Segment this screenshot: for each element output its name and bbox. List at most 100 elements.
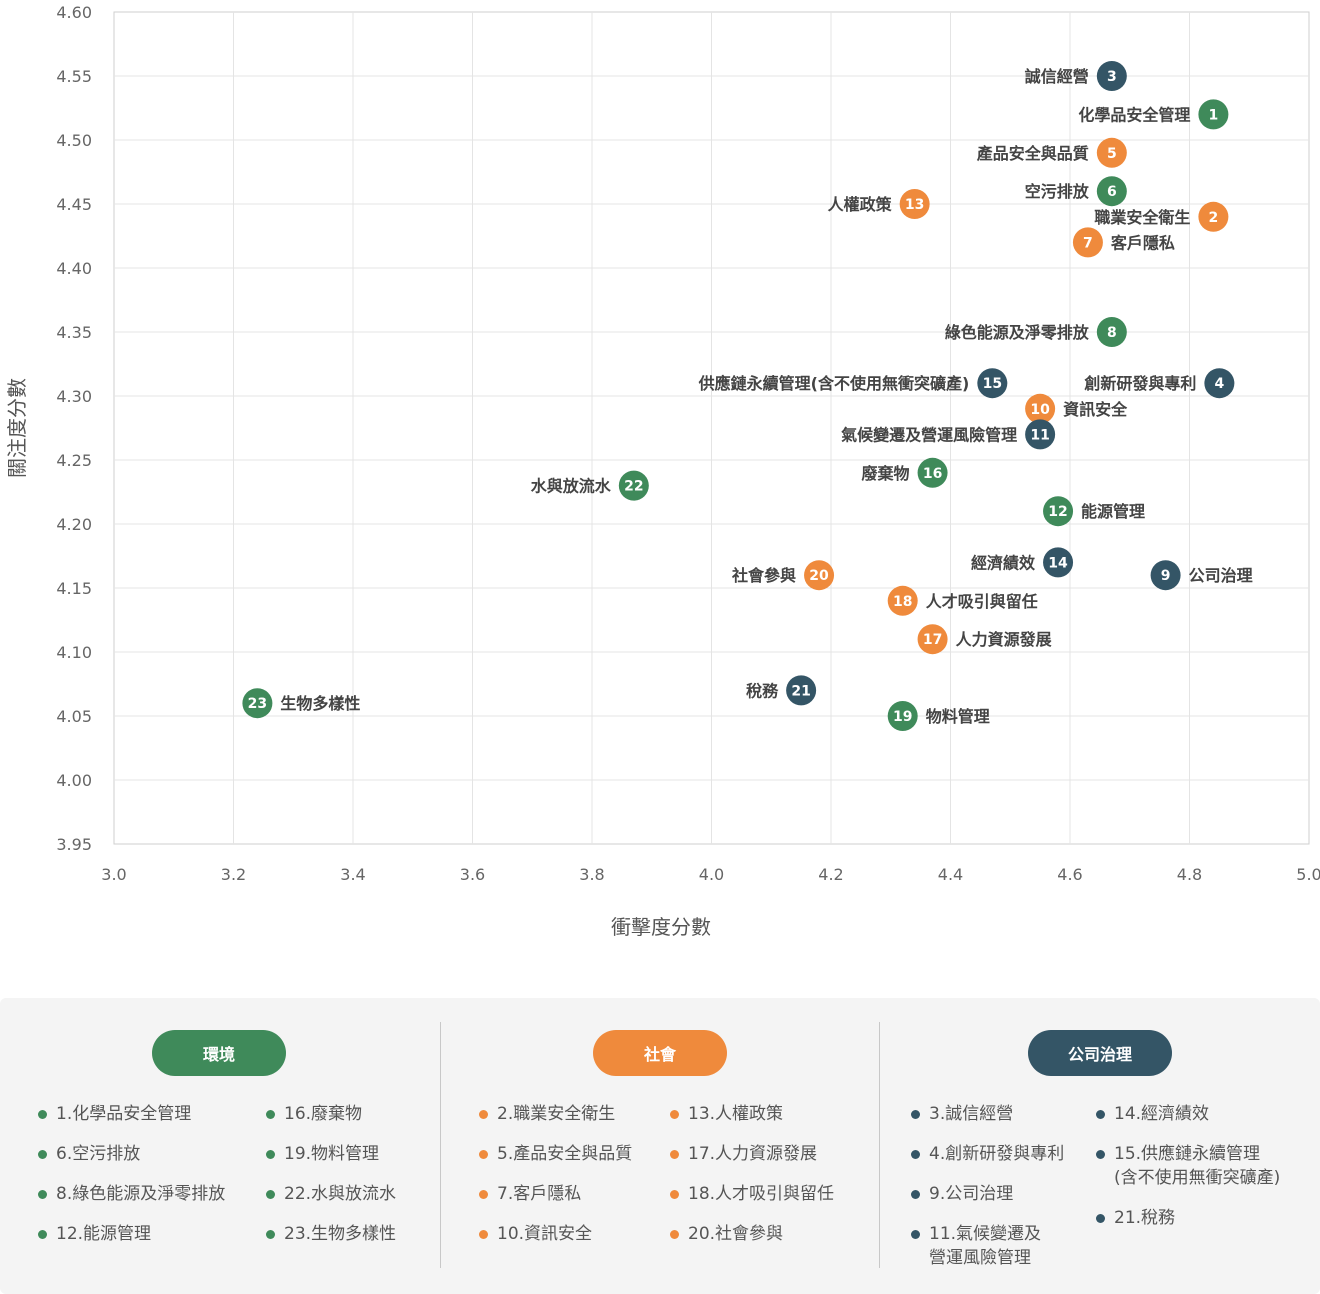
point-label: 物料管理 [926, 707, 990, 726]
data-point-5: 5 產品安全與品質 [977, 137, 1127, 168]
point-marker [804, 560, 835, 591]
point-marker [1025, 393, 1056, 424]
x-tick-label: 5.0 [1296, 865, 1320, 884]
point-number: 15 [983, 376, 1002, 392]
legend-item-text: 22.水與放流水 [284, 1184, 397, 1204]
data-points: 1 化學品安全管理 2 職業安全衛生 3 誠信經營 4 創新研發與專利 5 產品安全與品質 6 空污排… [242, 61, 1253, 731]
point-marker [1198, 99, 1229, 130]
point-number: 19 [893, 709, 912, 725]
legend-item-text: 11.氣候變遷及 [929, 1224, 1042, 1244]
x-tick-label: 4.6 [1057, 865, 1082, 884]
point-label: 社會參與 [731, 566, 796, 585]
y-tick-label: 4.20 [56, 515, 92, 534]
legend-bullet [670, 1230, 679, 1239]
legend-bullet [266, 1110, 275, 1119]
legend-item: 20.社會參與 [670, 1222, 783, 1246]
x-tick-label: 4.8 [1177, 865, 1202, 884]
legend-bullet [266, 1150, 275, 1159]
point-label: 公司治理 [1189, 566, 1253, 585]
legend-bullet [911, 1150, 920, 1159]
legend-item-text: 17.人力資源發展 [688, 1144, 818, 1164]
point-marker [887, 701, 918, 731]
legend-bullet [1096, 1150, 1105, 1159]
legend-item-text: 4.創新研發與專利 [929, 1144, 1065, 1164]
x-tick-label: 4.0 [699, 865, 724, 884]
x-tick-label: 3.6 [460, 865, 485, 884]
legend-item-text: 9.公司治理 [929, 1184, 1014, 1204]
x-tick-label: 3.4 [340, 865, 365, 884]
point-marker [1096, 317, 1127, 347]
legend-item-text: 19.物料管理 [284, 1144, 380, 1164]
legend-item: 22.水與放流水 [266, 1182, 397, 1206]
data-point-11: 11 氣候變遷及營運風險管理 [841, 419, 1056, 450]
legend-group: 環境 1.化學品安全管理 6.空污排放 8.綠色能源及淨零排放 12.能源管理 16.廢棄… [0, 998, 440, 1294]
legend-divider [879, 1022, 880, 1268]
legend-bullet [38, 1230, 47, 1239]
point-marker [618, 470, 649, 501]
data-point-2: 2 職業安全衛生 [1094, 201, 1229, 232]
point-label: 客戶隱私 [1111, 233, 1175, 252]
y-tick-label: 4.30 [56, 387, 92, 406]
legend-bullet [38, 1110, 47, 1119]
point-marker [1096, 176, 1127, 207]
point-number: 9 [1161, 568, 1171, 584]
y-tick-label: 4.40 [56, 259, 92, 278]
data-point-6: 6 空污排放 [1025, 176, 1127, 207]
data-point-21: 21 稅務 [746, 675, 817, 706]
legend-item-text: 5.產品安全與品質 [497, 1144, 633, 1164]
point-marker [786, 675, 817, 706]
x-tick-label: 3.8 [579, 865, 604, 884]
data-point-13: 13 人權政策 [828, 189, 930, 219]
y-tick-label: 4.60 [56, 3, 92, 22]
legend-bullet [266, 1190, 275, 1199]
data-point-15: 15 供應鏈永續管理(含不使用無衝突礦產) [698, 368, 1008, 399]
point-number: 7 [1083, 235, 1093, 251]
data-point-14: 14 經濟績效 [971, 547, 1074, 578]
point-number: 8 [1107, 325, 1117, 341]
legend-bullet [670, 1190, 679, 1199]
point-number: 13 [905, 197, 924, 213]
legend-bullet [266, 1230, 275, 1239]
legend-item: 14.經濟績效 [1096, 1102, 1209, 1126]
legend-bullet [479, 1110, 488, 1119]
point-label: 創新研發與專利 [1083, 374, 1196, 393]
point-label: 供應鏈永續管理(含不使用無衝突礦產) [698, 374, 970, 393]
y-tick-label: 4.55 [56, 67, 92, 86]
y-tick-label: 4.05 [56, 707, 92, 726]
legend-item: 15.供應鏈永續管理 (含不使用無衝突礦產) [1096, 1142, 1280, 1190]
legend-bullet [670, 1110, 679, 1119]
point-marker [917, 624, 948, 655]
legend-item: 1.化學品安全管理 [38, 1102, 191, 1126]
legend-item-text: 6.空污排放 [56, 1144, 141, 1164]
point-marker [917, 457, 948, 488]
legend-group: 社會 2.職業安全衛生 5.產品安全與品質 7.客戶隱私 10.資訊安全 13.人權政策 1… [440, 998, 880, 1294]
legend-item-text: 2.職業安全衛生 [497, 1104, 616, 1124]
y-tick-label: 4.25 [56, 451, 92, 470]
point-marker [242, 688, 273, 719]
legend-item-text: 15.供應鏈永續管理 [1114, 1144, 1261, 1164]
point-marker [1198, 201, 1229, 232]
y-tick-label: 4.35 [56, 323, 92, 342]
data-point-19: 19 物料管理 [887, 701, 990, 731]
point-marker [1204, 368, 1235, 399]
point-number: 5 [1107, 146, 1117, 162]
legend-item: 23.生物多樣性 [266, 1222, 397, 1246]
legend-item-text: 8.綠色能源及淨零排放 [56, 1184, 226, 1204]
point-marker [1043, 496, 1074, 527]
scatter-chart: 3.0 3.2 3.4 3.6 3.8 4.0 4.2 4.4 4.6 4.8 5.0 4.604.… [5, 3, 1320, 939]
legend-item: 11.氣候變遷及 營運風險管理 [911, 1222, 1042, 1270]
point-label: 生物多樣性 [280, 694, 360, 713]
legend-item-text: 營運風險管理 [929, 1248, 1031, 1268]
point-number: 21 [791, 683, 810, 699]
legend-item: 16.廢棄物 [266, 1102, 362, 1126]
legend-item-text: 23.生物多樣性 [284, 1224, 397, 1244]
point-label: 職業安全衛生 [1094, 208, 1190, 227]
chart-grid [113, 11, 1310, 845]
point-label: 誠信經營 [1025, 67, 1089, 86]
point-label: 廢棄物 [862, 464, 910, 483]
legend-item: 12.能源管理 [38, 1222, 151, 1246]
data-point-16: 16 廢棄物 [862, 457, 948, 488]
point-number: 1 [1209, 107, 1219, 123]
legend-item: 9.公司治理 [911, 1182, 1014, 1206]
legend-bullet [38, 1190, 47, 1199]
